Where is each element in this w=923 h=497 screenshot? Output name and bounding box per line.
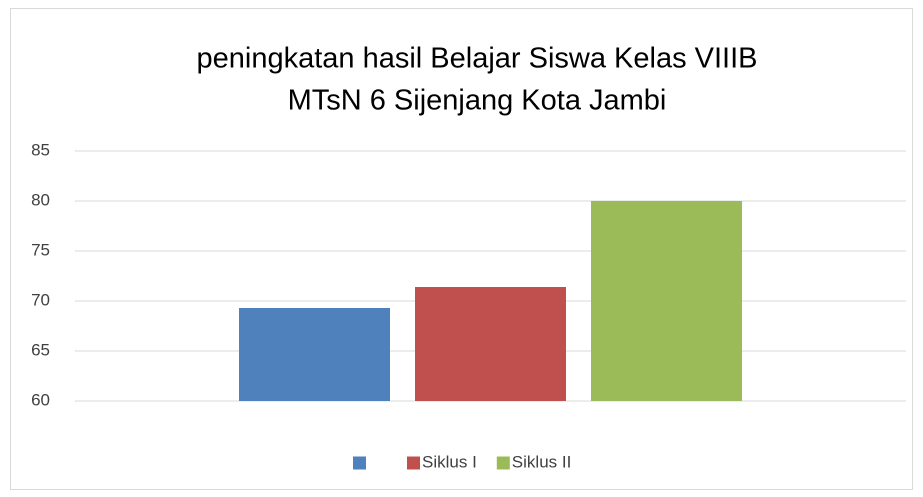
chart-title: MTsN 6 Sijenjang Kota Jambi [288, 85, 667, 117]
legend-label: Siklus I [422, 452, 477, 471]
y-tick-label: 85 [31, 140, 50, 159]
bar [415, 287, 566, 401]
legend-label: Siklus II [512, 452, 572, 471]
chart-title: peningkatan hasil Belajar Siswa Kelas VI… [197, 43, 758, 75]
y-tick-label: 65 [31, 340, 50, 359]
y-tick-label: 60 [31, 390, 50, 409]
y-tick-label: 70 [31, 290, 50, 309]
y-tick-label: 80 [31, 190, 50, 209]
bar [239, 308, 390, 401]
bar [591, 201, 742, 401]
chart-border [10, 8, 913, 490]
legend-swatch [496, 456, 510, 470]
legend-swatch [353, 456, 366, 470]
y-tick-label: 75 [31, 240, 50, 259]
legend-swatch [407, 456, 420, 470]
